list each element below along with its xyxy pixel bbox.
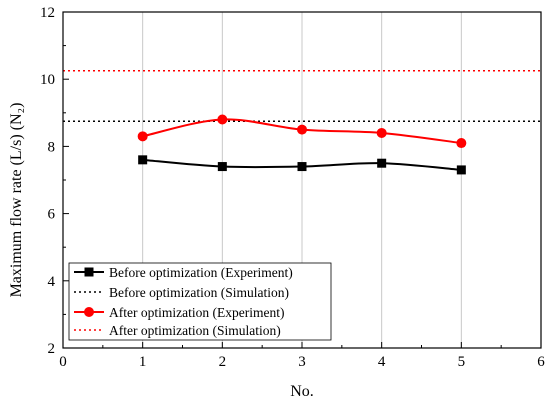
data-point-square-4 — [377, 158, 387, 168]
legend: Before optimization (Experiment) Before … — [68, 262, 332, 341]
y-tick-label-2: 2 — [48, 341, 56, 357]
data-point-square-1 — [138, 155, 148, 165]
legend-marker-circle — [84, 307, 94, 317]
y-tick-label-6: 6 — [48, 207, 56, 223]
y-tick-label-10: 10 — [40, 72, 55, 88]
x-tick-label-5: 5 — [458, 354, 466, 370]
data-point-circle-1 — [137, 131, 148, 142]
data-point-circle-5 — [456, 138, 467, 149]
legend-box — [68, 262, 332, 341]
data-point-circle-4 — [376, 127, 387, 138]
legend-label-after-exp: After optimization (Experiment) — [109, 305, 284, 320]
data-point-square-5 — [456, 165, 466, 175]
x-tick-label-2: 2 — [219, 354, 227, 370]
data-point-square-3 — [297, 162, 307, 172]
x-tick-label-6: 6 — [537, 354, 545, 370]
y-tick-label-12: 12 — [40, 5, 55, 21]
x-tick-label-4: 4 — [378, 354, 386, 370]
x-tick-label-0: 0 — [59, 354, 67, 370]
legend-marker-square — [84, 267, 94, 277]
y-tick-label-8: 8 — [48, 139, 56, 155]
x-tick-label-3: 3 — [298, 354, 306, 370]
x-axis-title: No. — [290, 383, 314, 400]
legend-label-after-sim: After optimization (Simulation) — [109, 323, 281, 338]
y-axis-title: Maximum flow rate (L/s) (N₂) — [8, 103, 25, 298]
x-tick-label-1: 1 — [139, 354, 147, 370]
data-point-circle-2 — [217, 114, 228, 125]
legend-label-before-exp: Before optimization (Experiment) — [109, 265, 293, 280]
legend-label-before-sim: Before optimization (Simulation) — [109, 285, 289, 300]
data-point-circle-3 — [297, 124, 307, 135]
data-point-square-2 — [217, 162, 227, 172]
series-layer — [63, 70, 541, 175]
y-tick-label-4: 4 — [48, 274, 56, 290]
